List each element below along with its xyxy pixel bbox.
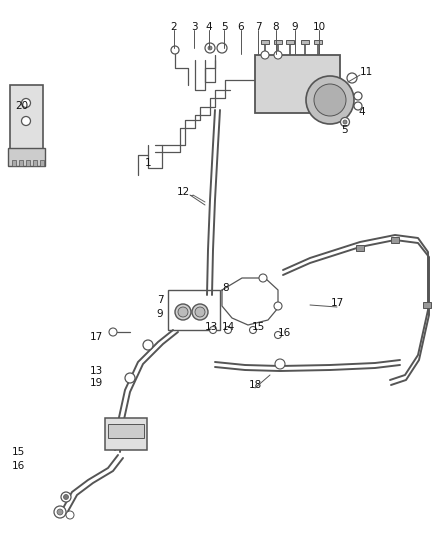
Circle shape bbox=[66, 511, 74, 519]
Circle shape bbox=[209, 327, 216, 334]
Bar bbox=[255, 55, 340, 113]
Text: 11: 11 bbox=[360, 67, 373, 77]
Circle shape bbox=[205, 43, 215, 53]
Text: 19: 19 bbox=[89, 378, 102, 388]
Bar bbox=[12, 160, 16, 166]
Text: 15: 15 bbox=[251, 322, 265, 332]
Bar bbox=[391, 237, 399, 243]
Text: 2: 2 bbox=[171, 22, 177, 32]
Circle shape bbox=[21, 99, 31, 108]
Bar bbox=[286, 40, 294, 44]
Text: 17: 17 bbox=[89, 332, 102, 342]
Circle shape bbox=[57, 509, 63, 515]
Text: 13: 13 bbox=[89, 366, 102, 376]
Circle shape bbox=[208, 46, 212, 50]
Text: 7: 7 bbox=[157, 295, 163, 305]
Text: 18: 18 bbox=[248, 380, 261, 390]
Bar bbox=[274, 40, 282, 44]
Circle shape bbox=[125, 373, 135, 383]
Circle shape bbox=[217, 43, 227, 53]
Bar bbox=[105, 418, 147, 450]
Text: 15: 15 bbox=[11, 447, 25, 457]
Text: 7: 7 bbox=[254, 22, 261, 32]
Circle shape bbox=[54, 506, 66, 518]
Bar bbox=[10, 85, 43, 153]
Bar bbox=[301, 40, 309, 44]
Text: 1: 1 bbox=[145, 158, 151, 168]
Circle shape bbox=[171, 46, 179, 54]
Text: 13: 13 bbox=[205, 322, 218, 332]
Circle shape bbox=[354, 102, 362, 110]
Text: 9: 9 bbox=[292, 22, 298, 32]
Bar bbox=[8, 148, 45, 166]
Circle shape bbox=[261, 51, 269, 59]
Bar bbox=[261, 40, 269, 44]
Circle shape bbox=[275, 332, 282, 338]
Circle shape bbox=[275, 359, 285, 369]
Circle shape bbox=[314, 84, 346, 116]
Text: 8: 8 bbox=[273, 22, 279, 32]
Bar bbox=[40, 160, 44, 166]
Circle shape bbox=[250, 327, 257, 334]
Text: 5: 5 bbox=[221, 22, 227, 32]
Text: 8: 8 bbox=[223, 283, 230, 293]
Text: 14: 14 bbox=[221, 322, 235, 332]
Text: 16: 16 bbox=[11, 461, 25, 471]
Circle shape bbox=[178, 307, 188, 317]
Bar bbox=[168, 290, 220, 330]
Bar bbox=[19, 160, 23, 166]
Circle shape bbox=[306, 76, 354, 124]
Bar bbox=[314, 40, 322, 44]
Circle shape bbox=[343, 120, 347, 124]
Text: 17: 17 bbox=[330, 298, 344, 308]
Text: 9: 9 bbox=[157, 309, 163, 319]
Circle shape bbox=[64, 495, 68, 499]
Text: 4: 4 bbox=[358, 107, 364, 117]
Bar bbox=[33, 160, 37, 166]
Text: 3: 3 bbox=[191, 22, 197, 32]
Circle shape bbox=[354, 92, 362, 100]
Circle shape bbox=[274, 302, 282, 310]
Circle shape bbox=[347, 73, 357, 83]
Circle shape bbox=[21, 117, 31, 125]
Text: 5: 5 bbox=[342, 125, 348, 135]
Bar bbox=[108, 424, 144, 438]
Circle shape bbox=[61, 492, 71, 502]
Text: 16: 16 bbox=[277, 328, 291, 338]
Bar bbox=[26, 160, 30, 166]
Circle shape bbox=[192, 304, 208, 320]
Circle shape bbox=[225, 327, 232, 334]
Circle shape bbox=[195, 307, 205, 317]
Text: 4: 4 bbox=[206, 22, 212, 32]
Bar bbox=[356, 245, 364, 251]
Text: 6: 6 bbox=[238, 22, 244, 32]
Text: 12: 12 bbox=[177, 187, 190, 197]
Circle shape bbox=[340, 117, 350, 126]
Circle shape bbox=[109, 328, 117, 336]
Text: 20: 20 bbox=[15, 101, 28, 111]
Text: 10: 10 bbox=[312, 22, 325, 32]
Circle shape bbox=[259, 274, 267, 282]
Circle shape bbox=[274, 51, 282, 59]
Bar bbox=[423, 302, 431, 308]
Circle shape bbox=[143, 340, 153, 350]
Circle shape bbox=[175, 304, 191, 320]
